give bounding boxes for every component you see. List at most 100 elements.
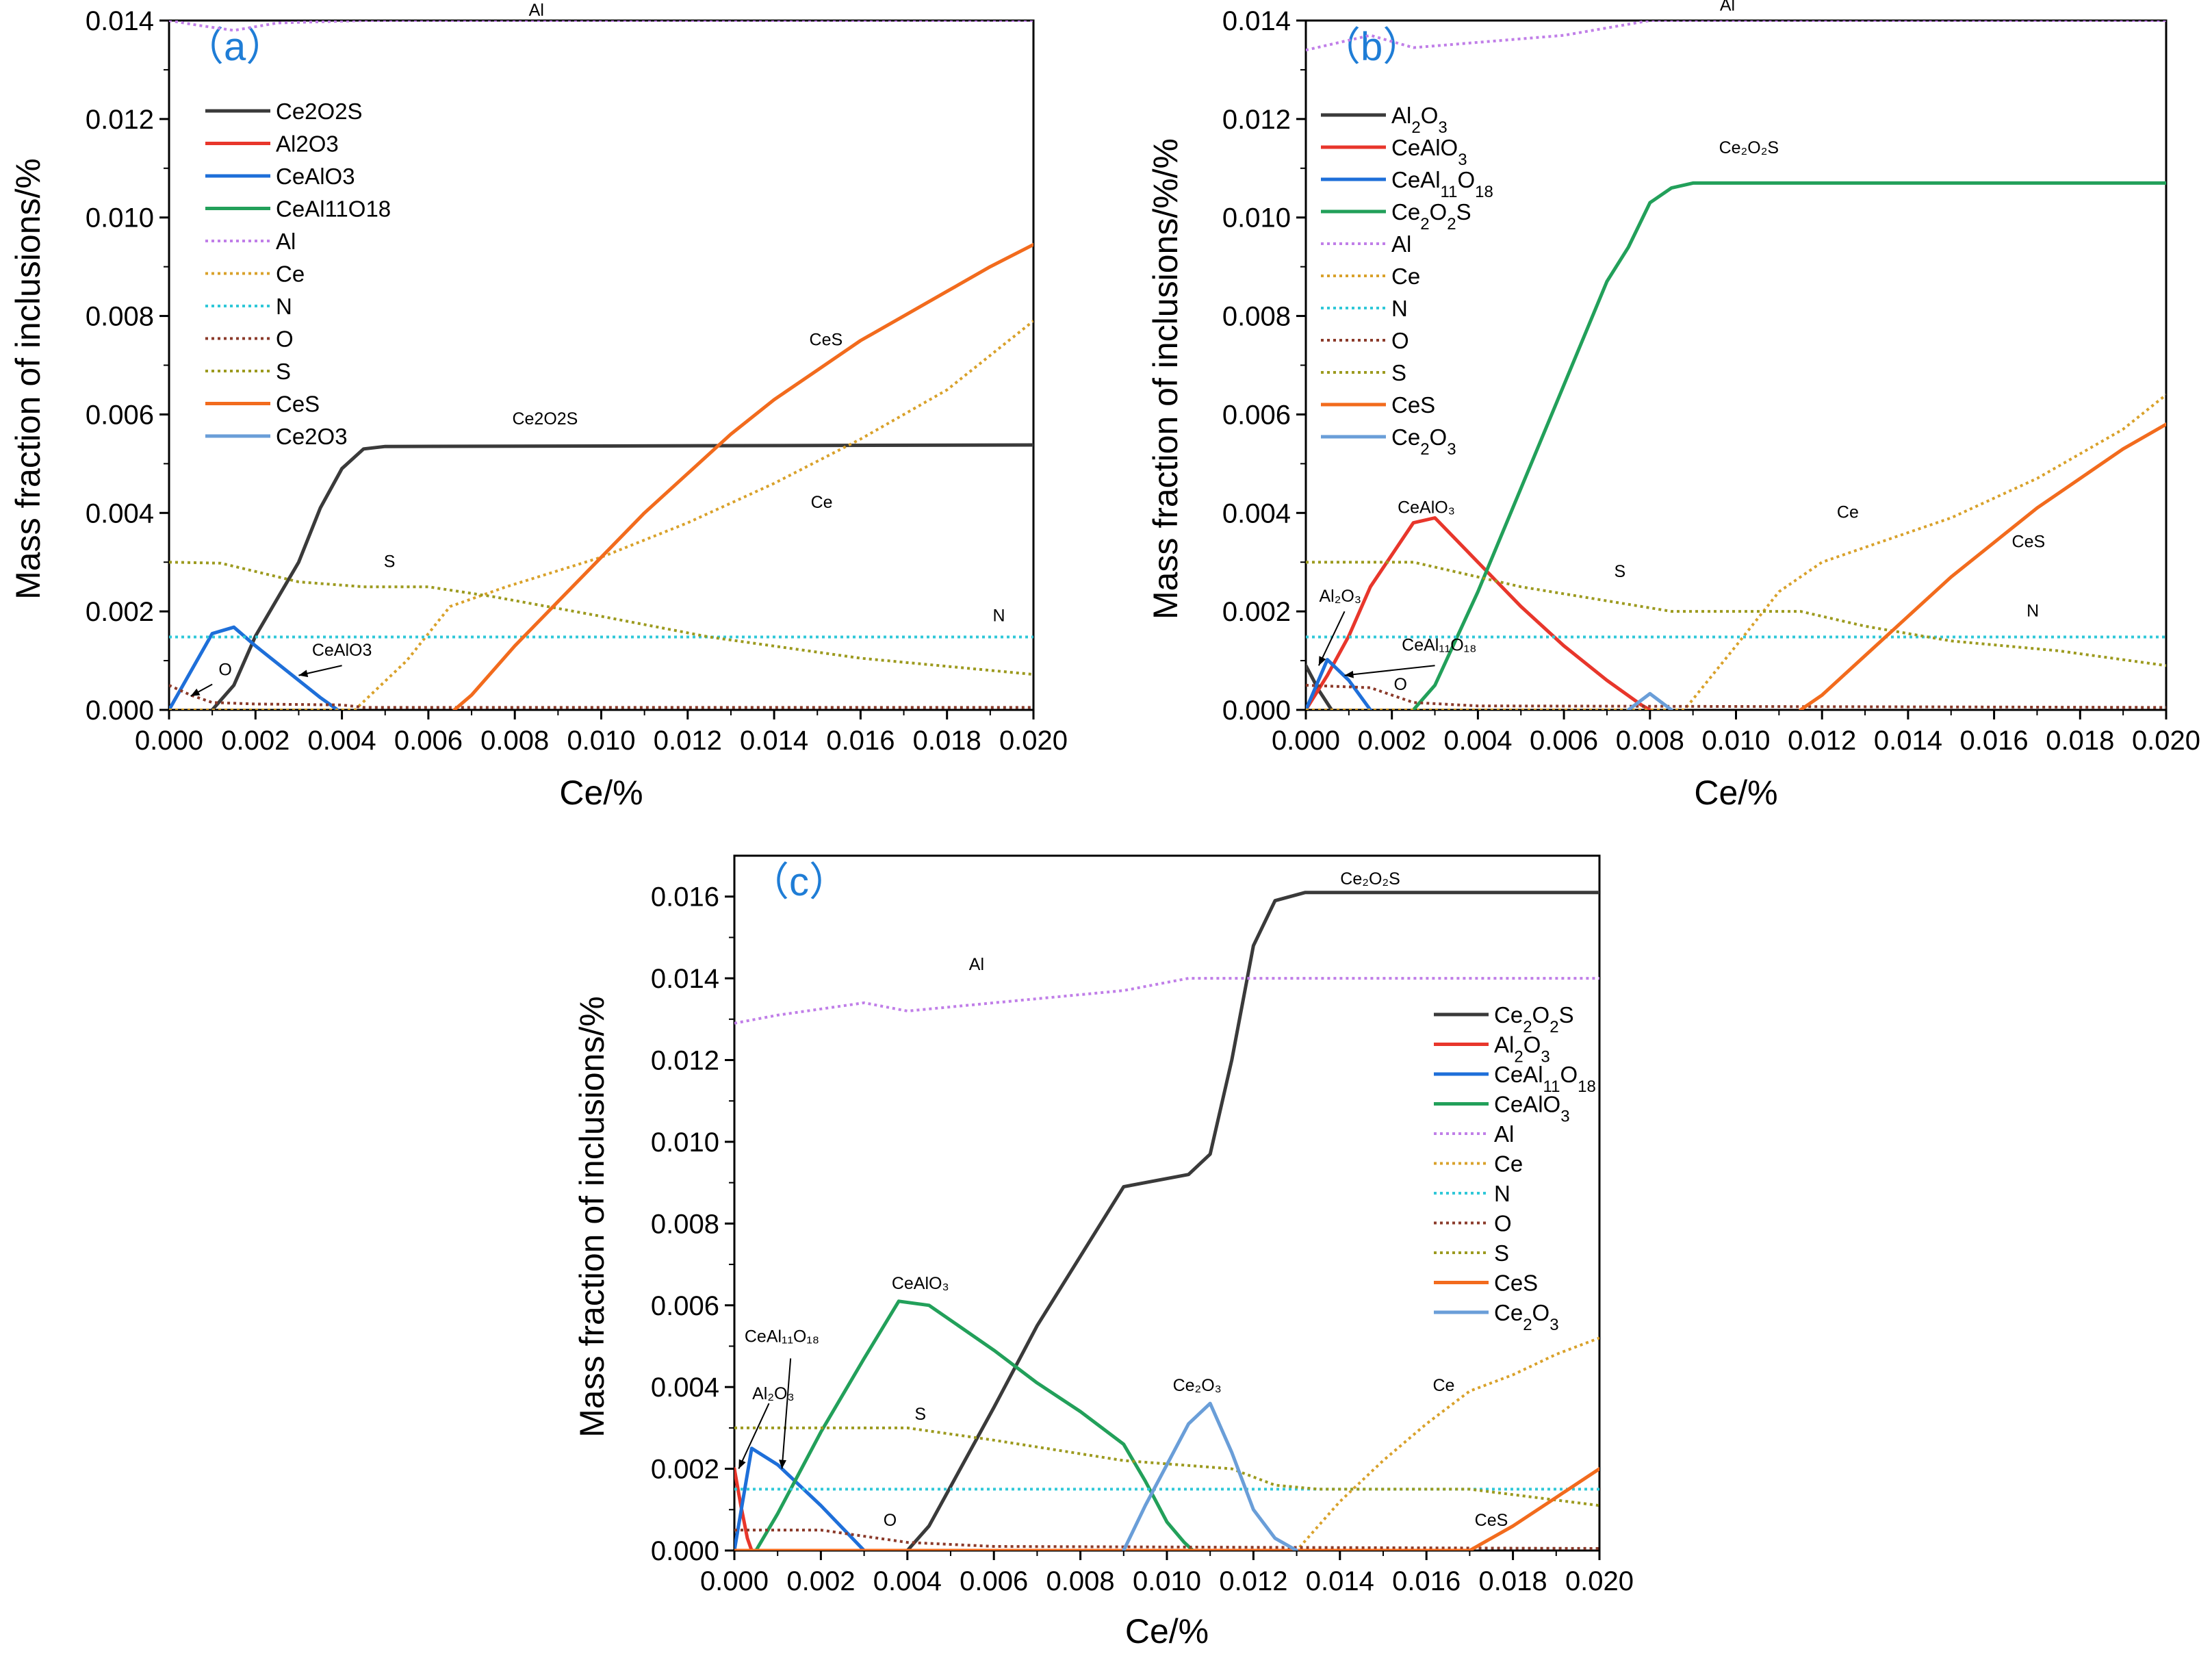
x-tick-label: 0.012: [1219, 1566, 1287, 1596]
legend-label: Ce2O2S: [1391, 199, 1471, 233]
legend-label: O: [276, 327, 294, 352]
legend-label: CeAl11O18: [1494, 1062, 1596, 1096]
x-axis-title: Ce/%: [1694, 774, 1777, 812]
x-axis-title: Ce/%: [1125, 1612, 1209, 1650]
x-tick-label: 0.000: [135, 726, 203, 756]
x-tick-label: 0.008: [480, 726, 549, 756]
y-tick-label: 0.006: [651, 1291, 719, 1321]
annotation-arrowhead: [1344, 670, 1354, 678]
panel-label: （c）: [749, 860, 849, 904]
y-axis-title: Mass fraction of inclusions/%: [573, 996, 611, 1438]
x-tick-label: 0.006: [1530, 726, 1598, 756]
series-line-ce: [169, 320, 1033, 710]
legend-label: S: [1391, 360, 1406, 385]
legend-label: Ce2O2S: [1494, 1002, 1574, 1036]
series-line-ce2o2s: [210, 443, 1033, 710]
series-line-al: [734, 977, 1599, 1025]
plot-frame: [733, 854, 1601, 1552]
annotation-label: Ce2O2S: [512, 409, 578, 429]
x-tick-label: 0.020: [1565, 1566, 1634, 1596]
legend-label: O: [1391, 328, 1409, 353]
series-line-ces: [452, 242, 1033, 710]
annotation-arrowhead: [738, 1459, 746, 1469]
annotation-label: Ce₂O₂S: [1340, 869, 1400, 889]
y-tick-label: 0.004: [651, 1373, 719, 1403]
x-tick-label: 0.014: [740, 726, 808, 756]
x-tick-label: 0.000: [1272, 726, 1340, 756]
y-tick-label: 0.000: [651, 1536, 719, 1566]
series-line-cealo3: [169, 625, 339, 710]
y-tick-label: 0.004: [86, 498, 154, 528]
series-line-ce: [1306, 394, 2166, 710]
x-tick-label: 0.004: [1443, 726, 1512, 756]
annotation-label: CeAl₁₁O₁₈: [1402, 636, 1476, 655]
x-tick-label: 0.016: [826, 726, 895, 756]
legend-label: Ce: [276, 262, 305, 287]
series-line-ceal11o18: [734, 1446, 866, 1551]
y-tick-label: 0.000: [86, 696, 154, 726]
x-tick-label: 0.010: [567, 726, 635, 756]
annotation-label: Ce₂O₃: [1173, 1376, 1222, 1395]
annotation-label: Ce: [1837, 502, 1859, 522]
series-line-ce2o2s: [905, 891, 1599, 1551]
series-group: [169, 21, 1033, 710]
y-tick-label: 0.008: [86, 302, 154, 332]
annotation-label: CeAlO₃: [1398, 498, 1455, 517]
y-tick-label: 0.010: [651, 1127, 719, 1158]
x-tick-label: 0.004: [308, 726, 376, 756]
legend-label: Al2O3: [276, 131, 339, 157]
series-line-ce2o2s: [1411, 181, 2166, 710]
annotation-label: Ce: [1432, 1376, 1454, 1395]
x-axis-title: Ce/%: [559, 774, 643, 812]
legend-label: S: [1494, 1240, 1509, 1266]
series-line-o: [734, 1529, 1599, 1550]
x-tick-label: 0.014: [1874, 726, 1942, 756]
annotation-label: N: [992, 607, 1005, 626]
annotation-label: Al: [529, 1, 544, 20]
legend-label: N: [276, 294, 292, 319]
x-tick-label: 0.020: [999, 726, 1068, 756]
x-tick-label: 0.018: [913, 726, 981, 756]
y-tick-label: 0.000: [1222, 696, 1291, 726]
series-line-ce: [734, 1336, 1599, 1551]
annotation-arrowhead: [1318, 656, 1326, 666]
series-line-ce2o3: [1626, 691, 1673, 710]
y-tick-label: 0.006: [1222, 400, 1291, 430]
annotation-arrowhead: [298, 669, 309, 678]
legend-label: Al: [1391, 231, 1411, 257]
annotation-label: CeAl₁₁O₁₈: [745, 1327, 819, 1347]
series-line-ces: [734, 1467, 1599, 1551]
series-line-ceal11o18: [1306, 658, 1372, 710]
x-tick-label: 0.018: [1479, 1566, 1547, 1596]
annotation-arrow: [781, 1358, 792, 1469]
legend-label: CeAlO3: [1391, 135, 1467, 169]
x-tick-label: 0.020: [2132, 726, 2200, 756]
y-tick-label: 0.010: [1222, 203, 1291, 233]
x-tick-label: 0.006: [394, 726, 463, 756]
legend-label: Ce2O3: [1391, 424, 1456, 459]
annotation-label: CeAlO3: [312, 641, 372, 660]
y-axis-title: Mass fraction of inclusions/%/%: [1146, 138, 1185, 620]
series-line-s: [1306, 561, 2166, 667]
y-tick-label: 0.008: [651, 1209, 719, 1239]
x-tick-label: 0.000: [700, 1566, 769, 1596]
series-line-cealo3: [754, 1299, 1195, 1551]
series-line-al: [169, 21, 1033, 32]
legend-label: CeAlO3: [276, 164, 355, 189]
x-tick-label: 0.002: [1358, 726, 1426, 756]
x-tick-label: 0.014: [1306, 1566, 1374, 1596]
legend-label: CeAlO3: [1494, 1092, 1570, 1126]
y-tick-label: 0.002: [1222, 597, 1291, 627]
y-tick-label: 0.002: [86, 597, 154, 627]
x-tick-label: 0.012: [1788, 726, 1856, 756]
legend-label: CeS: [276, 392, 320, 417]
series-line-s: [169, 561, 1033, 676]
series-line-ces: [1799, 422, 2166, 710]
series-group: [1306, 21, 2166, 710]
y-tick-label: 0.014: [1222, 6, 1291, 36]
series-line-al2o3: [734, 1467, 754, 1551]
annotation-label: S: [914, 1405, 926, 1424]
plot-frame: [168, 19, 1035, 711]
annotation-arrow: [1344, 665, 1435, 676]
